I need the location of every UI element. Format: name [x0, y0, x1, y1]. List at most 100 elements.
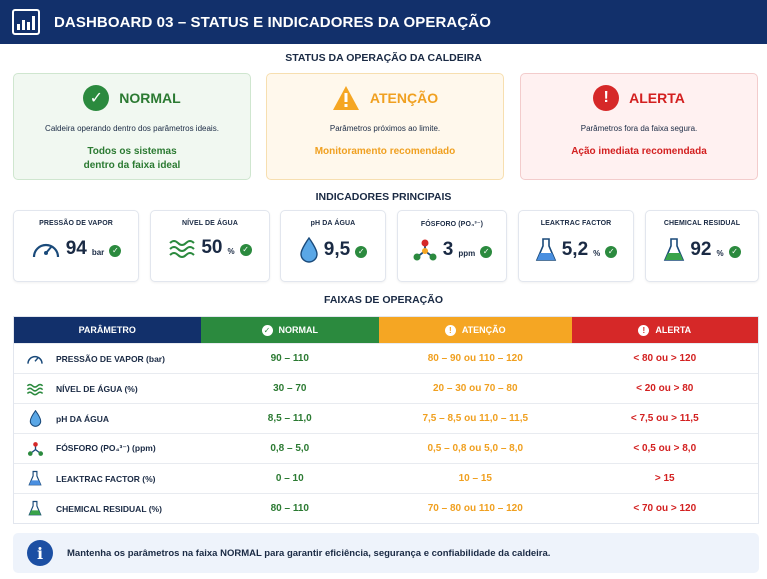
flask-icon — [28, 470, 42, 486]
indicator-card-phosphorus: FÓSFORO (PO₄³⁻) 3 ppm ✓ — [397, 210, 507, 282]
indicator-card-water-level: NÍVEL DE ÁGUA 50 % ✓ — [150, 210, 270, 282]
header-alert: ! ALERTA — [571, 317, 758, 343]
row-normal: 0,8 – 5,0 — [270, 443, 310, 454]
indicator-label: NÍVEL DE ÁGUA — [181, 220, 238, 227]
row-param: NÍVEL DE ÁGUA (%) — [56, 383, 138, 394]
flask-icon — [28, 500, 42, 516]
check-icon: ✓ — [480, 245, 493, 258]
row-alert: < 7,5 ou > 11,5 — [630, 413, 699, 424]
row-attention: 10 – 15 — [458, 473, 492, 484]
indicator-card-leaktrac: LEAKTRAC FACTOR 5,2 % ✓ — [518, 210, 634, 282]
page-title: DASHBOARD 03 – STATUS E INDICADORES DA O… — [54, 13, 491, 31]
check-icon: ✓ — [355, 245, 368, 258]
indicator-label: pH DA ÁGUA — [310, 220, 356, 227]
indicator-unit: bar — [91, 247, 105, 257]
table-row: FÓSFORO (PO₄³⁻) (ppm) 0,8 – 5,0 0,5 – 0,… — [14, 433, 758, 463]
gauge-icon — [27, 355, 43, 364]
check-icon: ✓ — [109, 244, 122, 257]
row-alert: < 0,5 ou > 8,0 — [633, 443, 697, 454]
row-alert: < 20 ou > 80 — [636, 383, 694, 394]
row-attention: 7,5 – 8,5 ou 11,0 – 11,5 — [422, 413, 529, 424]
row-param: FÓSFORO (PO₄³⁻) (ppm) — [56, 443, 156, 453]
indicators-section-title: INDICADORES PRINCIPAIS — [315, 191, 452, 203]
status-note: Monitoramento recomendado — [314, 146, 456, 157]
header-normal-label: NORMAL — [278, 325, 319, 335]
water-level-icon — [26, 383, 44, 395]
indicator-label: PRESSÃO DE VAPOR — [39, 220, 113, 227]
dashboard-header: DASHBOARD 03 – STATUS E INDICADORES DA O… — [0, 0, 767, 44]
indicator-card-pressure: PRESSÃO DE VAPOR 94 bar ✓ — [13, 210, 139, 282]
status-section-title: STATUS DA OPERAÇÃO DA CALDEIRA — [285, 52, 482, 64]
info-icon: i — [27, 540, 53, 566]
table-header-row: PARÂMETRO ✓ NORMAL ! ATENÇÃO ! ALERTA — [14, 317, 758, 343]
table-row: CHEMICAL RESIDUAL (%) 80 – 110 70 – 80 o… — [14, 493, 758, 523]
warning-icon: ! — [444, 324, 456, 336]
table-row: LEAKTRAC FACTOR (%) 0 – 10 10 – 15 > 15 — [14, 463, 758, 493]
row-normal: 30 – 70 — [273, 383, 307, 394]
row-attention: 70 – 80 ou 110 – 120 — [427, 503, 523, 514]
indicator-card-chemical: CHEMICAL RESIDUAL 92 % ✓ — [645, 210, 759, 282]
status-note-line: dentro da faixa ideal — [83, 160, 181, 171]
bar-chart-icon — [12, 9, 40, 35]
header-normal: ✓ NORMAL — [200, 317, 380, 343]
indicator-label: CHEMICAL RESIDUAL — [663, 220, 741, 227]
table-row: NÍVEL DE ÁGUA (%) 30 – 70 20 – 30 ou 70 … — [14, 373, 758, 403]
row-alert: < 80 ou > 120 — [633, 353, 697, 364]
water-drop-icon — [300, 237, 318, 263]
indicator-unit: % — [227, 246, 235, 256]
header-param: PARÂMETRO — [14, 317, 201, 343]
row-alert: > 15 — [654, 473, 675, 484]
header-attention: ! ATENÇÃO — [379, 317, 572, 343]
row-param: pH DA ÁGUA — [56, 413, 110, 424]
row-normal: 80 – 110 — [270, 503, 309, 514]
row-normal: 8,5 – 11,0 — [267, 413, 312, 424]
row-attention: 0,5 – 0,8 ou 5,0 – 8,0 — [427, 443, 524, 454]
check-icon: ✓ — [83, 85, 110, 111]
status-label: ALERTA — [629, 90, 685, 106]
status-note: Todos os sistemas dentro da faixa ideal — [14, 145, 250, 173]
row-normal: 90 – 110 — [270, 353, 309, 364]
status-description: Parâmetros próximos ao limite. — [329, 124, 441, 133]
indicator-value: 92 — [690, 239, 712, 260]
status-card-attention: ATENÇÃO Parâmetros próximos ao limite. M… — [266, 73, 504, 180]
molecule-icon — [413, 239, 437, 261]
alert-icon: ! — [638, 324, 650, 336]
footer-note: i Mantenha os parâmetros na faixa NORMAL… — [13, 533, 759, 573]
check-icon: ✓ — [261, 324, 273, 336]
gauge-icon — [32, 243, 59, 258]
indicator-value: 50 — [201, 237, 223, 258]
flask-icon — [664, 238, 685, 261]
ranges-table: PARÂMETRO ✓ NORMAL ! ATENÇÃO ! ALERTA PR… — [13, 316, 759, 524]
indicator-unit: % — [593, 248, 601, 258]
footer-text: Mantenha os parâmetros na faixa NORMAL p… — [67, 547, 551, 559]
row-attention: 20 – 30 ou 70 – 80 — [433, 383, 518, 394]
water-drop-icon — [29, 410, 41, 427]
ranges-section-title: FAIXAS DE OPERAÇÃO — [323, 294, 444, 306]
indicator-value: 3 — [442, 239, 454, 260]
check-icon: ✓ — [605, 245, 618, 258]
status-label: ATENÇÃO — [369, 90, 439, 106]
row-normal: 0 – 10 — [275, 473, 304, 484]
check-icon: ✓ — [239, 243, 252, 256]
status-card-normal: ✓ NORMAL Caldeira operando dentro dos pa… — [13, 73, 251, 180]
indicator-value: 9,5 — [323, 239, 351, 260]
warning-icon — [332, 86, 359, 110]
water-level-icon — [169, 240, 196, 258]
status-card-alert: ! ALERTA Parâmetros fora da faixa segura… — [520, 73, 758, 180]
molecule-icon — [27, 441, 43, 456]
row-param: CHEMICAL RESIDUAL (%) — [56, 503, 162, 514]
row-attention: 80 – 90 ou 110 – 120 — [427, 353, 523, 364]
row-param: LEAKTRAC FACTOR (%) — [56, 473, 156, 484]
flask-icon — [535, 238, 556, 261]
row-alert: < 70 ou > 120 — [633, 503, 697, 514]
row-param: PRESSÃO DE VAPOR (bar) — [56, 353, 165, 364]
status-label: NORMAL — [119, 90, 181, 106]
table-row: pH DA ÁGUA 8,5 – 11,0 7,5 – 8,5 ou 11,0 … — [14, 403, 758, 433]
header-alert-label: ALERTA — [655, 325, 692, 335]
indicator-value: 94 — [65, 238, 87, 259]
indicator-value: 5,2 — [561, 239, 589, 260]
header-attention-label: ATENÇÃO — [461, 325, 506, 335]
check-icon: ✓ — [728, 245, 741, 258]
status-description: Parâmetros fora da faixa segura. — [580, 124, 698, 133]
table-row: PRESSÃO DE VAPOR (bar) 90 – 110 80 – 90 … — [14, 343, 758, 373]
